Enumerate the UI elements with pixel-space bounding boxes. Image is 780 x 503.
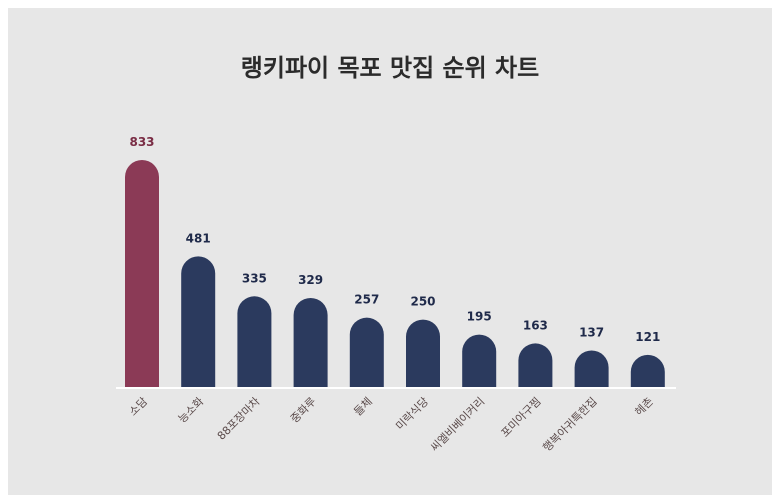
value-label-7: 195 [467, 310, 492, 324]
bar-3 [237, 296, 272, 388]
x-tick-label-8: 포미아구찜 [499, 395, 544, 440]
bar-10 [630, 354, 665, 388]
x-tick-label-1: 소담 [127, 395, 151, 419]
bars-group [125, 160, 665, 388]
chart-title: 랭키파이 목포 맛집 순위 차트 [240, 54, 540, 82]
x-tick-label-7: 씨엘비베이커리 [428, 395, 487, 454]
x-tick-label-4: 중화루 [288, 395, 319, 426]
value-label-2: 481 [186, 231, 211, 245]
bar-7 [462, 334, 497, 388]
value-label-6: 250 [410, 295, 435, 309]
value-labels-group: 833 481 335 329 257 250 195 163 137 121 [129, 135, 660, 344]
value-label-3: 335 [242, 271, 267, 285]
bar-6 [406, 319, 440, 388]
x-tick-label-2: 능소화 [176, 395, 207, 426]
bar-2 [181, 256, 216, 388]
x-tick-label-6: 미락식당 [393, 395, 431, 433]
bar-4 [293, 297, 328, 388]
x-tick-label-5: 들체 [351, 395, 375, 419]
value-label-4: 329 [298, 273, 323, 287]
bar-8 [518, 343, 553, 388]
x-tick-label-3: 88포장마차 [215, 395, 263, 443]
value-label-1: 833 [129, 135, 154, 149]
bar-1 [125, 160, 159, 388]
value-label-10: 121 [635, 330, 660, 344]
x-tick-label-9: 행복아귀특한집 [540, 395, 599, 454]
bar-5 [349, 317, 384, 388]
x-tick-label-10: 헤촌 [632, 395, 656, 419]
value-label-8: 163 [523, 318, 548, 332]
value-label-9: 137 [579, 326, 604, 340]
value-label-5: 257 [354, 293, 379, 307]
bar-9 [574, 350, 609, 388]
